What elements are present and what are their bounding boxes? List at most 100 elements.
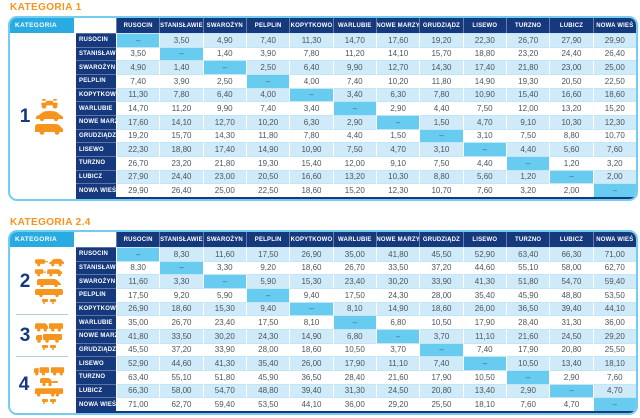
semitrailer-icon [34,387,64,397]
price-cell: 26,70 [116,156,160,170]
price-cell: 48,80 [245,383,290,398]
price-cell: 5,90 [202,288,246,302]
price-cell: 1,40 [202,46,246,61]
station-row-header: NOWA WIEŚ [76,183,116,197]
price-cell: 17,90 [505,342,550,357]
price-cell: 14,70 [116,101,160,115]
category-icon-stack [34,258,66,305]
price-cell: 36,00 [332,397,376,411]
price-cell: 7,60 [592,370,636,384]
price-cell: 24,30 [375,288,420,302]
diagonal-cell: – [202,274,246,288]
category-divider [16,356,68,358]
price-cell: 19,30 [505,74,550,88]
price-cell: 12,70 [375,60,420,74]
price-cell: 3,40 [332,87,376,102]
diagonal-cell: – [419,342,463,357]
station-row-header: RUSOCIN [76,33,116,47]
station-column-header: RUSOCIN [116,18,160,33]
price-cell: 28,40 [332,370,376,384]
car-trailer-icon [41,344,57,350]
price-cell: 21,60 [505,329,550,343]
price-cell: 28,40 [505,315,550,329]
price-cell: 7,40 [245,101,290,115]
station-column-header: SWAROŻYN [202,232,246,247]
price-cell: 1,20 [549,156,593,170]
price-cell: 17,40 [462,60,506,74]
price-cell: 15,40 [289,156,333,170]
price-cell: 28,00 [245,342,290,357]
price-cell: 24,50 [375,383,420,398]
price-cell: 13,40 [462,383,506,398]
price-cell: 15,40 [505,87,550,102]
price-cell: 4,90 [202,33,246,47]
price-cell: 11,80 [245,128,290,143]
station-row-header: WARLUBIE [76,101,116,115]
price-cell: 62,70 [592,260,636,275]
price-cell: 8,10 [289,315,333,329]
price-cell: 59,40 [202,397,246,411]
station-row-header: LUBICZ [76,383,116,398]
price-cell: 35,40 [245,356,290,370]
price-cell: 33,50 [375,260,420,275]
price-cell: 53,50 [592,288,636,302]
station-column-header: TURZNO [505,18,550,33]
price-cell: 11,10 [375,356,420,370]
price-cell: 9,90 [202,101,246,115]
price-cell: 71,00 [592,247,636,261]
price-cell: 8,80 [549,128,593,143]
category-divider [16,314,68,316]
price-cell: 10,20 [245,115,290,129]
car-trailer-icon [41,398,57,404]
price-cell: 29,20 [375,397,420,411]
price-cell: 17,50 [332,288,376,302]
price-cell: 23,00 [549,60,593,74]
price-cell: 17,60 [116,115,160,129]
price-cell: 58,00 [159,383,203,398]
station-row-header: LUBICZ [76,169,116,184]
price-cell: 11,80 [419,74,463,88]
price-cell: 35,00 [332,247,376,261]
station-row-header: PELPLIN [76,288,116,302]
kategoria-sidebar-header: KATEGORIA [10,232,74,247]
price-cell: 63,40 [505,247,550,261]
price-cell: 4,90 [116,60,160,74]
price-cell: 39,40 [289,383,333,398]
price-cell: 2,90 [549,370,593,384]
price-cell: 53,50 [245,397,290,411]
price-cell: 18,60 [289,260,333,275]
price-cell: 3,90 [159,74,203,88]
price-cell: 7,50 [505,128,550,143]
station-column-header: STANISŁAWIE [159,18,203,33]
price-cell: 25,50 [419,397,463,411]
price-cell: 66,30 [116,383,160,398]
price-cell: 28,00 [419,288,463,302]
price-cell: 11,20 [159,101,203,115]
price-cell: 7,60 [462,183,506,197]
price-cell: 45,90 [245,370,290,384]
price-cell: 21,80 [505,60,550,74]
price-cell: 17,50 [245,315,290,329]
price-cell: 16,60 [289,169,333,184]
diagonal-cell: – [332,101,376,115]
price-cell: 37,20 [419,260,463,275]
price-cell: 30,20 [375,274,420,288]
station-row-header: LISEWO [76,356,116,370]
price-cell: 6,40 [289,60,333,74]
price-cell: 18,60 [289,342,333,357]
price-cell: 24,40 [159,169,203,184]
price-cell: 15,20 [332,183,376,197]
station-column-header: NOWA WIEŚ [592,232,636,247]
price-cell: 12,00 [332,156,376,170]
price-cell: 17,90 [462,315,506,329]
diagonal-cell: – [332,315,376,329]
price-cell: 39,40 [549,301,593,316]
van-icon [34,122,64,135]
category-sidebar-body: 1 [10,33,74,199]
price-cell: 44,10 [289,397,333,411]
price-cell: 13,20 [332,169,376,184]
price-cell: 29,20 [592,329,636,343]
price-cell: 6,80 [332,329,376,343]
station-column-header: SWAROŻYN [202,18,246,33]
price-cell: 48,80 [549,288,593,302]
